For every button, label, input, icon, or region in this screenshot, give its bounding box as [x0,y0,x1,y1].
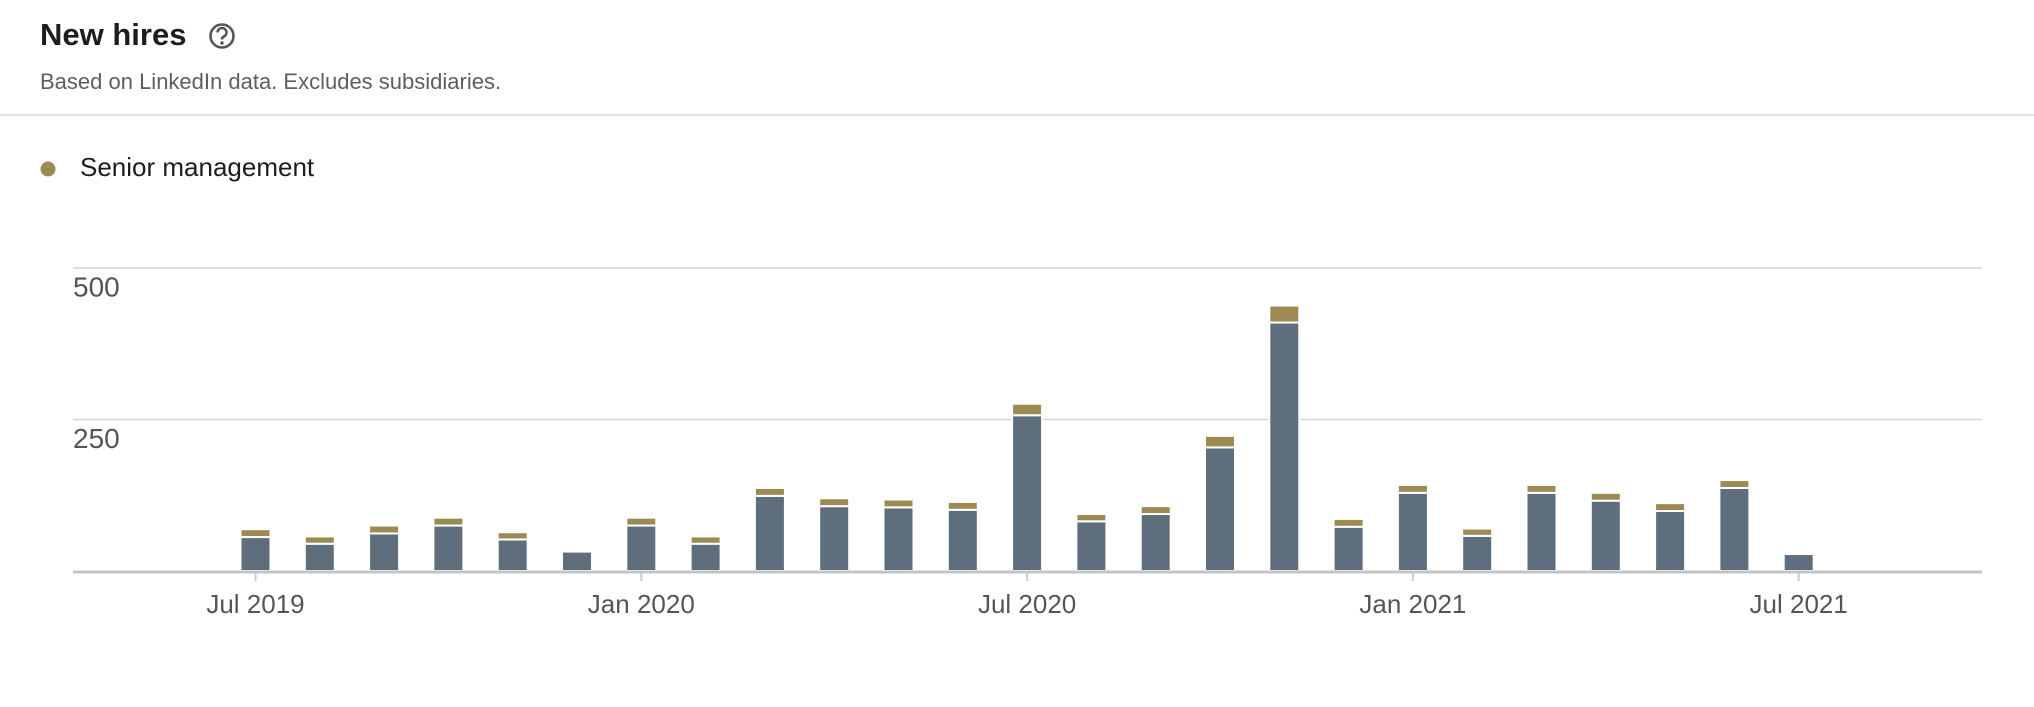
bar-segment [818,497,851,508]
bar-segment [1268,321,1301,573]
bar-segment [432,516,465,527]
bar-segment [561,550,593,572]
bar-segment [625,516,658,527]
bar-segment [689,535,722,545]
card-subtitle: Based on LinkedIn data. Excludes subsidi… [40,69,501,94]
bar-segment [303,535,336,545]
card-title: New hires [40,17,186,52]
bar-segment [1332,517,1365,528]
bar-segment [239,536,272,573]
bar-segment [303,542,336,572]
bar-segment [1011,414,1044,572]
legend-marker [40,161,56,177]
bar-segment [625,524,658,572]
bar-segment [1075,513,1108,523]
bar-segment [1332,525,1365,573]
bar-segment [882,498,915,509]
bar-segment [1139,505,1172,516]
bar-segment [882,506,915,572]
bar-segment [1268,304,1301,324]
bar-segment [818,505,851,572]
x-tick-label: Jan 2021 [1359,589,1466,619]
bar-segment [1461,527,1494,537]
y-tick-label: 250 [73,423,120,454]
help-icon[interactable] [209,23,235,49]
bar-segment [1525,483,1558,494]
bar-segment [689,542,722,572]
bar-segment [432,524,465,572]
bar-segment [368,532,401,572]
bar-segment [753,494,786,572]
bar-segment [1589,491,1622,502]
bar-segment [1718,486,1751,572]
bar-segment [239,528,272,539]
bar-segment [1782,553,1815,572]
bar-segment [368,524,401,535]
bar-segment [1204,434,1236,449]
bar-segment [496,531,529,541]
bar-segment [1589,499,1622,573]
bar-segment [1011,402,1044,417]
y-tick-label: 500 [73,271,120,302]
bar-segment [496,538,529,572]
bar-segment [1139,513,1172,573]
bar-segment [1525,491,1558,572]
bar-segment [753,486,786,497]
bar-segment [1461,534,1494,572]
bar-segment [1654,502,1687,513]
x-tick-label: Jul 2021 [1750,589,1848,619]
x-tick-label: Jul 2020 [978,589,1076,619]
x-tick-label: Jul 2019 [206,589,304,619]
bar-segment [1204,446,1236,573]
bar-segment [1075,520,1108,572]
bar-segment [946,500,979,511]
bar-segment [1654,510,1687,573]
bar-segment [1718,479,1751,489]
bar-segment [1396,491,1429,572]
legend-label: Senior management [80,152,315,182]
bar-segment [946,508,979,573]
bar-segment [1396,483,1429,494]
x-tick-label: Jan 2020 [588,589,695,619]
